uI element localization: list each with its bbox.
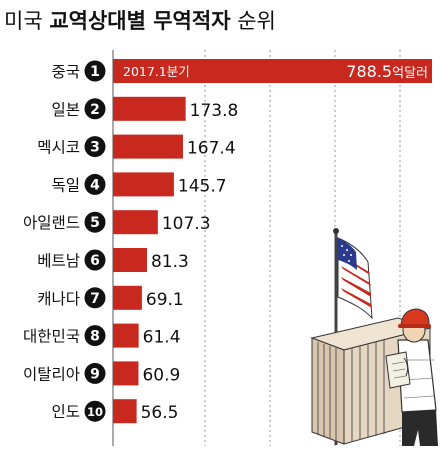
bar [113,323,139,348]
bar [113,210,158,235]
bar [113,248,147,272]
rank-number: 9 [90,366,100,382]
rank-badge [84,173,106,195]
category-label: 베트남 [37,252,80,270]
rank-number: 4 [90,177,100,193]
rank-number: 1 [90,64,100,80]
rank-badge [84,98,106,120]
rank-number: 5 [90,215,100,231]
rank-number: 6 [90,253,100,269]
value-label: 81.3 [151,252,189,272]
category-label: 인도 [51,403,80,421]
bar [113,134,183,159]
bar [113,96,186,121]
rank-badge [84,249,106,271]
rank-number: 10 [87,405,103,419]
worker-illustration [310,228,438,446]
rank-badge [84,400,106,422]
title-prefix: 미국 [4,9,49,33]
worker-figure [385,308,438,446]
category-label: 이탈리아 [23,365,80,383]
period-annotation: 2017.1분기 [123,64,190,79]
us-flag-icon [337,237,373,320]
category-label: 일본 [51,101,80,119]
value-label: 167.4 [187,139,236,159]
value-label: 56.5 [141,403,179,423]
category-label: 중국 [51,63,80,81]
category-label: 아일랜드 [23,214,80,232]
hard-hat-icon [400,308,430,327]
value-label: 69.1 [146,290,184,310]
rank-number: 2 [90,102,100,118]
bar [113,399,137,424]
category-label: 캐나다 [37,290,80,308]
category-label: 멕시코 [37,139,80,157]
category-label: 독일 [51,176,80,194]
rank-number: 7 [90,291,100,307]
rank-badge [84,136,106,158]
value-label: 788.5억달러 [346,62,428,81]
rank-badge [84,287,106,309]
chart-title: 미국 교역상대별 무역적자 순위 [4,9,276,33]
value-label: 173.8 [190,101,239,121]
rank-number: 8 [90,329,100,345]
bar [113,172,174,197]
flag-pole-top [333,228,339,234]
value-label: 145.7 [178,176,227,196]
value-label: 60.9 [142,365,180,385]
rank-number: 3 [90,140,100,156]
bar [113,59,432,83]
category-label: 대한민국 [23,328,80,346]
bar [113,285,142,310]
value-label: 61.4 [143,328,181,348]
rank-badge [84,362,106,384]
rank-badge [84,325,106,347]
rank-badge [84,211,106,233]
unit-label: 억달러 [392,66,428,81]
title-suffix: 순위 [231,9,276,33]
bar [113,361,139,386]
rank-badge [84,60,106,82]
value-label: 107.3 [162,214,211,234]
title-main: 교역상대별 무역적자 [49,9,231,33]
